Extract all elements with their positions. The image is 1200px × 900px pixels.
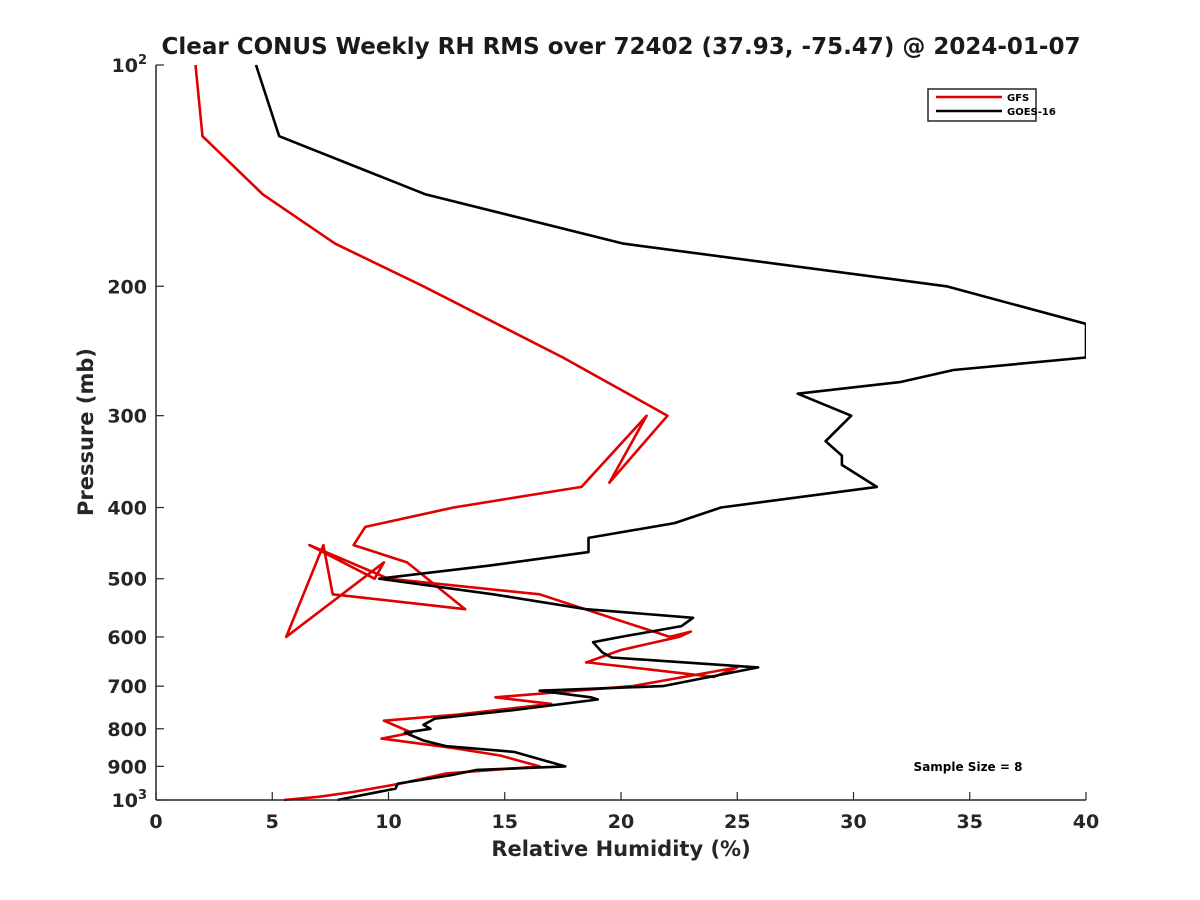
series-line-goes16: [254, 64, 1086, 802]
y-tick-label: 300: [107, 406, 147, 428]
legend-box: [927, 88, 1037, 122]
x-tick-label: 40: [1073, 811, 1099, 833]
y-tick-label: 500: [107, 569, 147, 591]
x-tick-label: 5: [266, 811, 279, 833]
y-tick-label: 400: [107, 498, 147, 520]
y-tick-label: 102: [112, 53, 148, 77]
chart-title: Clear CONUS Weekly RH RMS over 72402 (37…: [162, 34, 1081, 60]
sample-size-annotation: Sample Size = 8: [914, 760, 1023, 774]
y-axis-label: Pressure (mb): [74, 348, 98, 516]
y-tick-label: 200: [107, 276, 147, 298]
y-tick-label: 900: [107, 756, 147, 778]
y-ticks: 102 200 300 400 500 600 700 800 900 103: [107, 53, 164, 812]
x-tick-label: 20: [608, 811, 634, 833]
x-tick-label: 0: [149, 811, 162, 833]
legend-label-gfs: GFS: [1007, 93, 1029, 104]
y-tick-label: 103: [112, 788, 148, 812]
series-line-gfs: [194, 64, 739, 802]
x-ticks: 0 5 10 15 20 25 30 35 40: [149, 792, 1099, 833]
x-tick-label: 15: [492, 811, 518, 833]
x-axis-label: Relative Humidity (%): [491, 837, 750, 861]
x-tick-label: 10: [375, 811, 401, 833]
legend-label-goes16: GOES-16: [1007, 107, 1056, 118]
plot-area: [156, 65, 1086, 800]
series-layer: [194, 64, 1086, 802]
x-tick-label: 35: [957, 811, 983, 833]
x-tick-label: 25: [724, 811, 750, 833]
y-tick-label: 600: [107, 627, 147, 649]
y-tick-label: 800: [107, 719, 147, 741]
legend: GFS GOES-16: [927, 88, 1056, 122]
x-tick-label: 30: [840, 811, 866, 833]
y-tick-label: 700: [107, 676, 147, 698]
